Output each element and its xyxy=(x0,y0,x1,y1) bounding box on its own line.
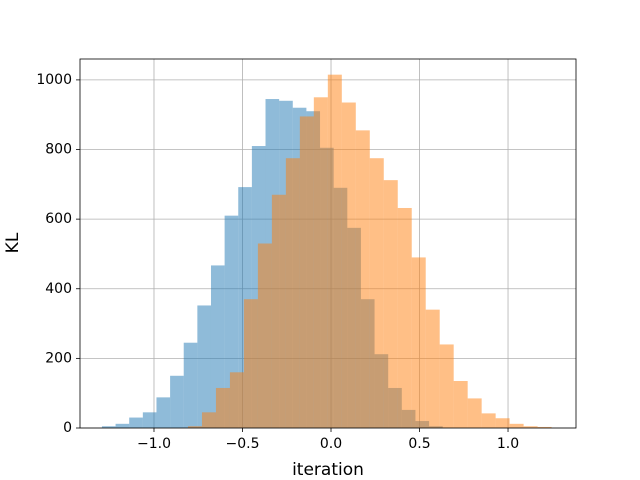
y-tick-label: 1000 xyxy=(36,72,72,88)
x-tick-label: −0.5 xyxy=(226,436,260,452)
histogram-bar xyxy=(197,305,211,428)
histogram-bar xyxy=(467,398,482,428)
x-tick-label: 0.0 xyxy=(320,436,342,452)
histogram-bar xyxy=(101,426,116,428)
x-tick-label: 1.0 xyxy=(497,436,519,452)
histogram-bar xyxy=(243,299,258,428)
histogram-bar xyxy=(439,344,454,428)
histogram-bar xyxy=(411,257,426,428)
histogram-bar xyxy=(327,74,342,428)
histogram-bar xyxy=(299,116,314,428)
histogram-bar xyxy=(383,180,398,428)
histogram-bar xyxy=(115,423,130,428)
histogram-bar xyxy=(537,426,552,428)
x-tick-label: 0.5 xyxy=(408,436,430,452)
histogram-bar xyxy=(495,418,510,428)
histogram-bar xyxy=(210,265,225,428)
histogram-bar xyxy=(215,387,230,428)
histogram-bar xyxy=(453,381,468,428)
histogram-bar xyxy=(397,207,412,428)
histogram-bar xyxy=(313,97,328,428)
histogram-bar xyxy=(271,194,286,428)
histogram-bar xyxy=(425,309,440,428)
y-tick-label: 600 xyxy=(45,211,72,227)
histogram-bar xyxy=(481,413,496,428)
histogram-bar xyxy=(183,342,198,428)
y-tick-label: 800 xyxy=(45,142,72,158)
histogram-bar xyxy=(187,426,202,428)
bars xyxy=(101,74,552,429)
histogram-bar xyxy=(523,426,538,428)
x-axis-label: iteration xyxy=(292,460,364,480)
histogram-bar xyxy=(369,158,384,428)
histogram-bar xyxy=(285,158,300,428)
histogram-bar xyxy=(201,412,216,428)
axes-frame xyxy=(79,58,577,429)
y-tick-label: 400 xyxy=(45,281,72,297)
histogram-bar xyxy=(355,130,370,428)
histogram-bar xyxy=(142,412,157,428)
y-axis-label: KL xyxy=(3,232,23,253)
histogram-bar xyxy=(156,397,171,428)
histogram-bar xyxy=(229,372,244,428)
y-tick-label: 0 xyxy=(63,420,72,436)
histogram-bar xyxy=(509,423,524,428)
histogram-bar xyxy=(129,417,143,428)
histogram-bar xyxy=(341,102,356,428)
x-tick-label: −1.0 xyxy=(137,436,171,452)
histogram-bar xyxy=(257,243,272,428)
histogram-bar xyxy=(170,375,184,428)
y-tick-label: 200 xyxy=(45,350,72,366)
